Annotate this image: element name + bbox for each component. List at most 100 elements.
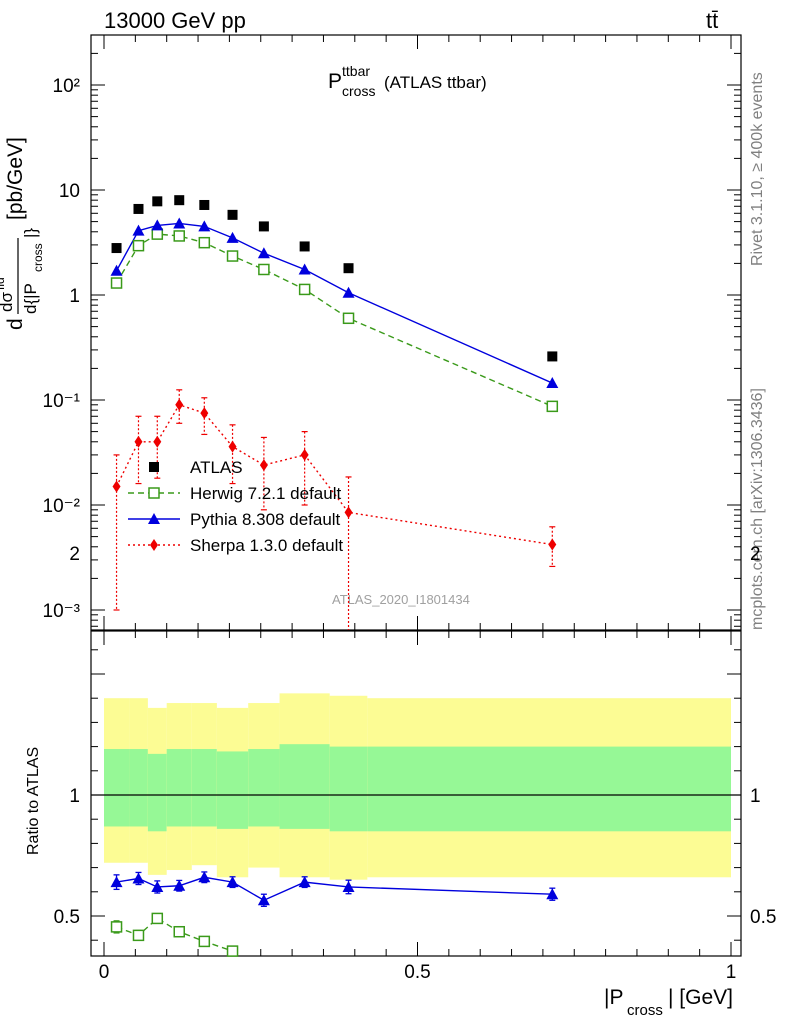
ratio-band-inner	[147, 753, 167, 832]
ratio-data-point	[198, 871, 211, 883]
data-point	[112, 480, 121, 493]
data-point	[300, 448, 309, 461]
ratio-data-point	[342, 880, 355, 892]
energy-label: 13000 GeV pp	[104, 8, 246, 33]
y-tick-label: 1	[69, 286, 80, 307]
data-point	[111, 243, 122, 254]
main-panel-frame	[90, 34, 742, 631]
rivet-version-label: Rivet 3.1.10, ≥ 400k events	[749, 72, 766, 266]
series-line	[115, 222, 553, 384]
main-y-axis-label: d dσ fid d{|P cross |} [pb/GeV]	[0, 137, 45, 330]
data-point	[226, 231, 239, 243]
series-line	[115, 233, 553, 407]
data-point	[110, 277, 123, 289]
ratio-y-tick-label-right: 1	[750, 786, 761, 807]
data-point	[134, 435, 143, 448]
svg-text:fid: fid	[0, 277, 7, 290]
svg-text:cross: cross	[627, 1002, 663, 1019]
svg-text:|}: |}	[21, 228, 40, 238]
ratio-data-point	[257, 894, 270, 906]
ratio-uncertainty-bands	[91, 693, 741, 880]
ratio-series-line	[116, 876, 553, 902]
ratio-band-inner	[191, 749, 217, 827]
y-tick-label: 10⁻³	[43, 601, 81, 622]
ratio-data-point	[298, 876, 311, 888]
data-point	[132, 224, 145, 236]
ratio-series-line	[116, 917, 233, 952]
data-point	[546, 400, 559, 413]
ratio-band-inner	[216, 751, 249, 829]
data-point	[258, 221, 269, 232]
data-point	[228, 440, 237, 453]
legend-label: Sherpa 1.3.0 default	[190, 536, 343, 555]
x-tick-label: 0	[99, 962, 110, 983]
data-point	[299, 241, 310, 252]
ratio-y-tick-label: 2	[69, 544, 80, 565]
ratio-y-tick-label: 0.5	[54, 907, 80, 928]
ratio-data-point	[132, 929, 145, 942]
data-point	[259, 459, 268, 472]
ratio-data-point	[198, 935, 211, 948]
x-axis-label: |P cross | [GeV]	[604, 986, 733, 1019]
ratio-data-point	[110, 876, 123, 888]
svg-text:d: d	[4, 318, 27, 330]
data-point	[198, 220, 211, 232]
ratio-data-point	[151, 912, 164, 925]
svg-text:[pb/GeV]: [pb/GeV]	[4, 137, 27, 220]
data-point	[198, 236, 211, 249]
x-tick-label: 0.5	[404, 962, 430, 983]
data-point	[133, 203, 144, 214]
data-point	[200, 407, 209, 420]
legend-marker	[148, 487, 160, 499]
data-point	[175, 398, 184, 411]
legend-marker	[148, 513, 160, 524]
data-point	[257, 247, 270, 259]
data-point	[110, 264, 123, 276]
legend-label: Pythia 8.308 default	[190, 510, 341, 529]
series-line	[115, 403, 553, 546]
data-point	[173, 217, 186, 229]
data-point	[298, 263, 311, 275]
svg-text:d{|P: d{|P	[21, 283, 40, 314]
data-point	[342, 312, 355, 325]
legend-marker	[149, 462, 159, 472]
svg-text:|P: |P	[604, 986, 623, 1009]
ratio-y-tick-label-right: 2	[750, 544, 761, 565]
ratio-data-point	[546, 888, 559, 900]
ratio-data-point	[110, 921, 123, 933]
analysis-label: ATLAS_2020_I1801434	[332, 592, 470, 607]
plot-title-superscript: ttbar	[342, 63, 370, 79]
data-point	[132, 239, 145, 252]
legend-label: ATLAS	[190, 458, 243, 477]
data-point	[547, 351, 558, 362]
y-tick-label: 10	[59, 181, 80, 202]
svg-text:dσ: dσ	[0, 292, 16, 312]
data-point	[343, 263, 354, 274]
data-point	[298, 283, 311, 296]
ratio-band-inner	[329, 746, 368, 832]
legend-label: Herwig 7.2.1 default	[190, 484, 341, 503]
data-point	[152, 196, 163, 207]
y-tick-label: 10²	[53, 76, 80, 97]
ratio-data-point	[226, 945, 239, 957]
ratio-data-point	[226, 876, 239, 888]
data-point	[546, 377, 559, 389]
y-tick-label: 10⁻¹	[43, 391, 81, 412]
ratio-panel-series	[110, 871, 559, 957]
svg-text:cross: cross	[31, 243, 45, 272]
ratio-band-inner	[166, 749, 192, 827]
data-point	[153, 435, 162, 448]
ratio-data-point	[173, 925, 185, 938]
plot-title-subscript: cross	[342, 83, 375, 99]
ratio-band-inner	[367, 746, 731, 832]
legend-marker	[150, 539, 158, 551]
data-point	[258, 263, 270, 276]
ratio-y-tick-label: 1	[69, 786, 80, 807]
data-point	[342, 286, 355, 298]
data-point	[199, 199, 210, 210]
ratio-panel-frame	[90, 630, 742, 957]
data-point	[227, 209, 238, 220]
ratio-band-inner	[248, 749, 280, 827]
plot-title: P	[328, 70, 342, 93]
